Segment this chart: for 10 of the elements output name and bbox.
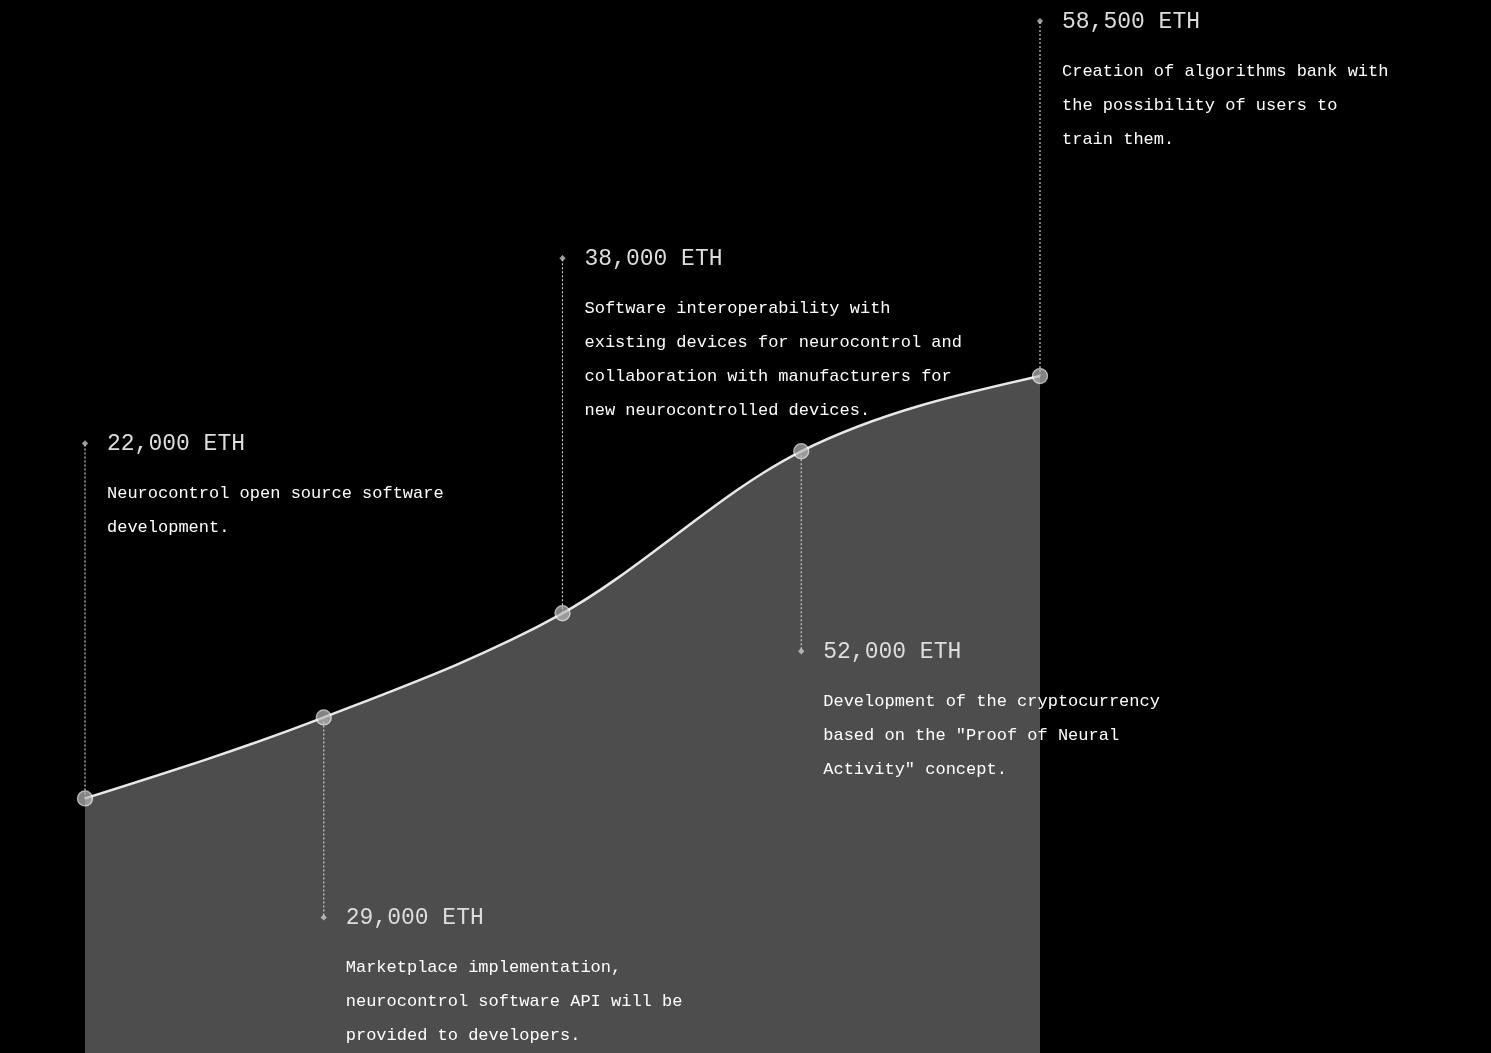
annotation: Creation of algorithms bank with the possibility of users to train them. (1062, 62, 1389, 150)
data-label: 38,000 ETH (584, 246, 723, 273)
annotation: Development of the cryptocurrency based on the "Proof of Neural Activity" concept. (823, 692, 1160, 780)
data-label: 29,000 ETH (345, 905, 484, 932)
data-label: 52,000 ETH (823, 639, 962, 666)
annotation: Neurocontrol open source software development. (107, 484, 444, 538)
annotation: Marketplace implementation, neurocontrol software API will be provided to developers. (345, 958, 683, 1046)
annotation: Software interoperability with existing devices for neurocontrol and collaboration with manufacturers for new neurocontrolled devices. (584, 299, 962, 421)
data-label: 22,000 ETH (107, 431, 246, 458)
data-label: 58,500 ETH (1062, 9, 1201, 36)
